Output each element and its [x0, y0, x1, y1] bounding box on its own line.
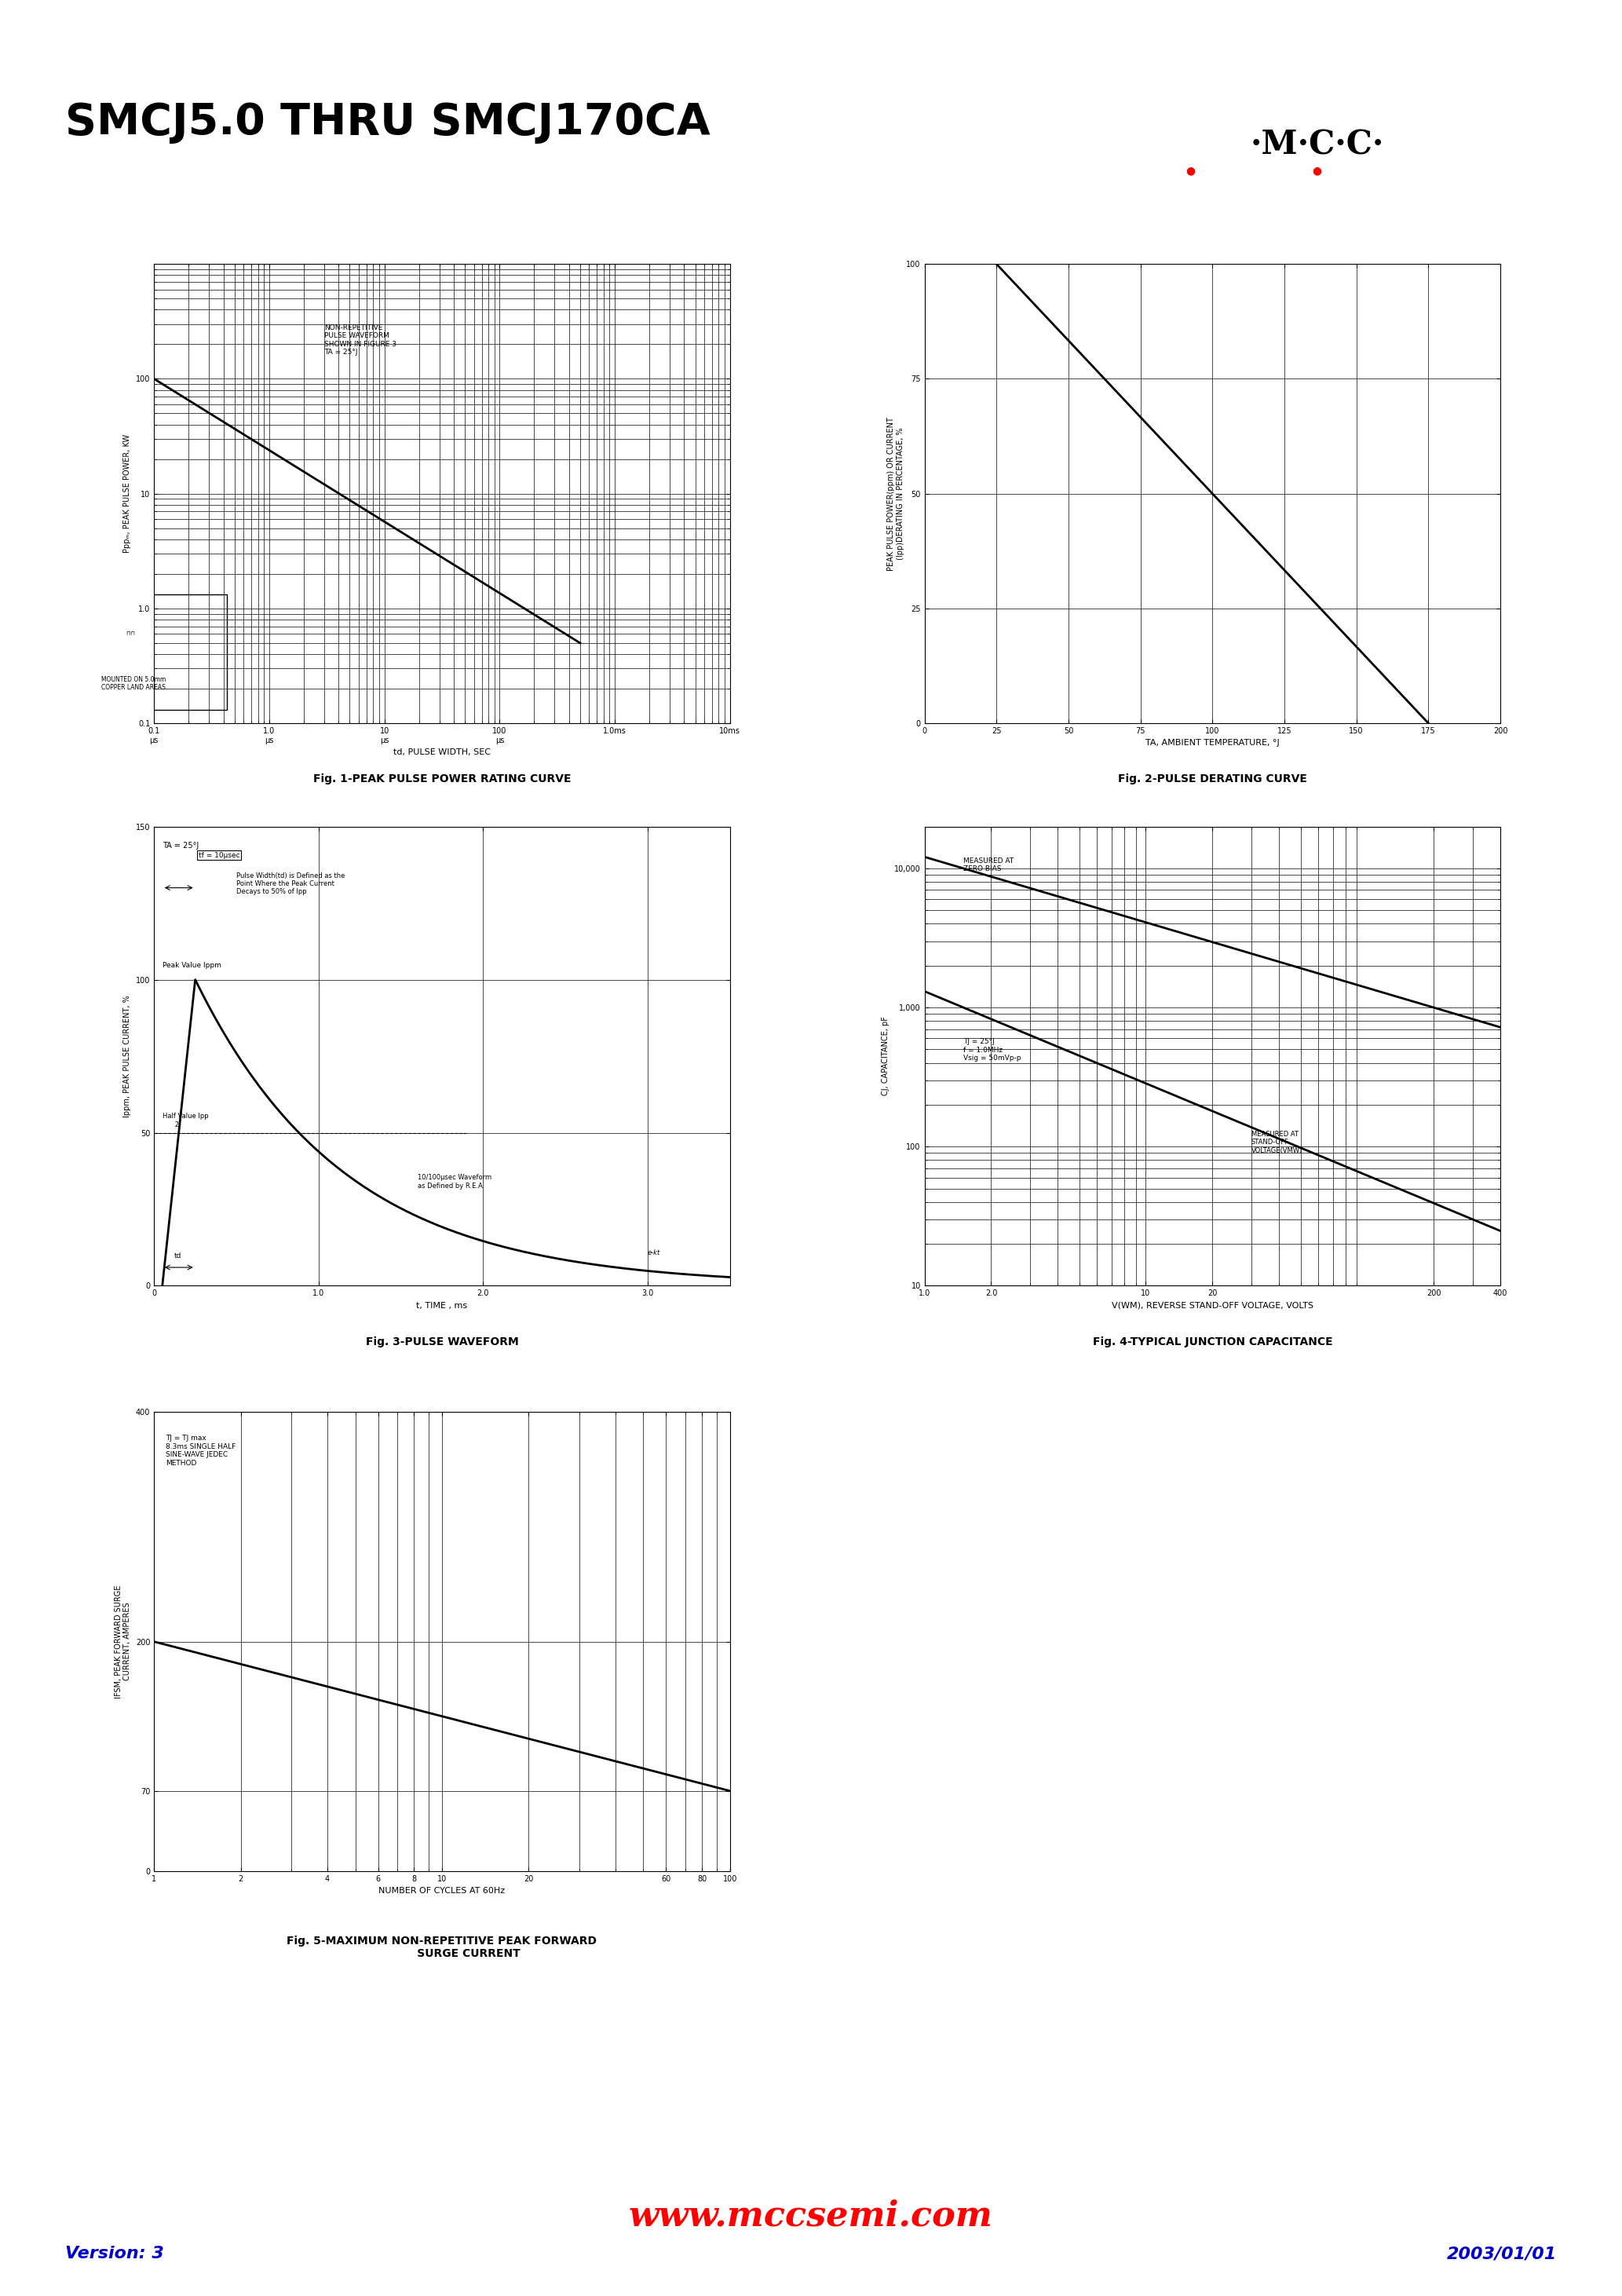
X-axis label: NUMBER OF CYCLES AT 60Hz: NUMBER OF CYCLES AT 60Hz: [380, 1887, 504, 1894]
X-axis label: t, TIME , ms: t, TIME , ms: [417, 1302, 467, 1309]
Text: Pulse Width(td) is Defined as the
Point Where the Peak Current
Decays to 50% of : Pulse Width(td) is Defined as the Point …: [237, 872, 345, 895]
Text: Fig. 2-PULSE DERATING CURVE: Fig. 2-PULSE DERATING CURVE: [1118, 774, 1307, 785]
Text: TJ = 25°J
f = 1.0MHz
Vsig = 50mVp-p: TJ = 25°J f = 1.0MHz Vsig = 50mVp-p: [963, 1038, 1022, 1061]
Text: ●: ●: [1186, 165, 1195, 177]
Text: www.mccsemi.com: www.mccsemi.com: [629, 2200, 993, 2232]
Text: ⊓⊓: ⊓⊓: [120, 631, 135, 636]
Text: Version: 3: Version: 3: [65, 2245, 164, 2262]
X-axis label: V(WM), REVERSE STAND-OFF VOLTAGE, VOLTS: V(WM), REVERSE STAND-OFF VOLTAGE, VOLTS: [1111, 1302, 1314, 1309]
Text: MOUNTED ON 5.0mm
COPPER LAND AREAS: MOUNTED ON 5.0mm COPPER LAND AREAS: [102, 675, 165, 691]
X-axis label: td, PULSE WIDTH, SEC: td, PULSE WIDTH, SEC: [393, 748, 491, 755]
Text: Fig. 1-PEAK PULSE POWER RATING CURVE: Fig. 1-PEAK PULSE POWER RATING CURVE: [313, 774, 571, 785]
Text: TA = 25°J: TA = 25°J: [162, 843, 198, 850]
Text: MEASURED AT
ZERO BIAS: MEASURED AT ZERO BIAS: [963, 856, 1014, 872]
Text: Fig. 5-MAXIMUM NON-REPETITIVE PEAK FORWARD
              SURGE CURRENT: Fig. 5-MAXIMUM NON-REPETITIVE PEAK FORWA…: [287, 1936, 597, 1958]
Text: NON-REPETITIVE
PULSE WAVEFORM
SHOWN IN FIGURE 3
TA = 25°J: NON-REPETITIVE PULSE WAVEFORM SHOWN IN F…: [324, 324, 396, 356]
Text: Fig. 4-TYPICAL JUNCTION CAPACITANCE: Fig. 4-TYPICAL JUNCTION CAPACITANCE: [1093, 1336, 1332, 1348]
Text: MEASURED AT
STAND-OFF
VOLTAGE(VMW): MEASURED AT STAND-OFF VOLTAGE(VMW): [1252, 1132, 1302, 1155]
Y-axis label: CJ, CAPACITANCE, pF: CJ, CAPACITANCE, pF: [882, 1017, 890, 1095]
Text: TJ = TJ max
8.3ms SINGLE HALF
SINE-WAVE JEDEC
METHOD: TJ = TJ max 8.3ms SINGLE HALF SINE-WAVE …: [165, 1435, 237, 1467]
Text: SMCJ5.0 THRU SMCJ170CA: SMCJ5.0 THRU SMCJ170CA: [65, 101, 710, 142]
Y-axis label: Pppₘ, PEAK PULSE POWER, KW: Pppₘ, PEAK PULSE POWER, KW: [123, 434, 131, 553]
Y-axis label: PEAK PULSE POWER(ppm) OR CURRENT
(Ipp)DERATING IN PERCENTAGE, %: PEAK PULSE POWER(ppm) OR CURRENT (Ipp)DE…: [887, 418, 903, 569]
Text: 10/100µsec Waveform
as Defined by R.E.A.: 10/100µsec Waveform as Defined by R.E.A.: [417, 1173, 491, 1189]
Text: Peak Value Ippm: Peak Value Ippm: [162, 962, 221, 969]
Y-axis label: IFSM, PEAK FORWARD SURGE
CURRENT, AMPERES: IFSM, PEAK FORWARD SURGE CURRENT, AMPERE…: [115, 1584, 131, 1699]
Text: Fig. 3-PULSE WAVEFORM: Fig. 3-PULSE WAVEFORM: [365, 1336, 519, 1348]
FancyBboxPatch shape: [94, 595, 227, 709]
Text: 2003/01/01: 2003/01/01: [1447, 2245, 1557, 2262]
Text: td: td: [174, 1254, 182, 1261]
Text: ●: ●: [1312, 165, 1322, 177]
X-axis label: TA, AMBIENT TEMPERATURE, °J: TA, AMBIENT TEMPERATURE, °J: [1145, 739, 1280, 746]
Text: e-kt: e-kt: [647, 1249, 660, 1256]
Text: tf = 10µsec: tf = 10µsec: [198, 852, 240, 859]
Y-axis label: Ippm, PEAK PULSE CURRENT, %: Ippm, PEAK PULSE CURRENT, %: [123, 994, 131, 1118]
Text: ·M·C·C·: ·M·C·C·: [1251, 129, 1384, 161]
Text: Half Value Ipp
      2: Half Value Ipp 2: [162, 1114, 208, 1127]
